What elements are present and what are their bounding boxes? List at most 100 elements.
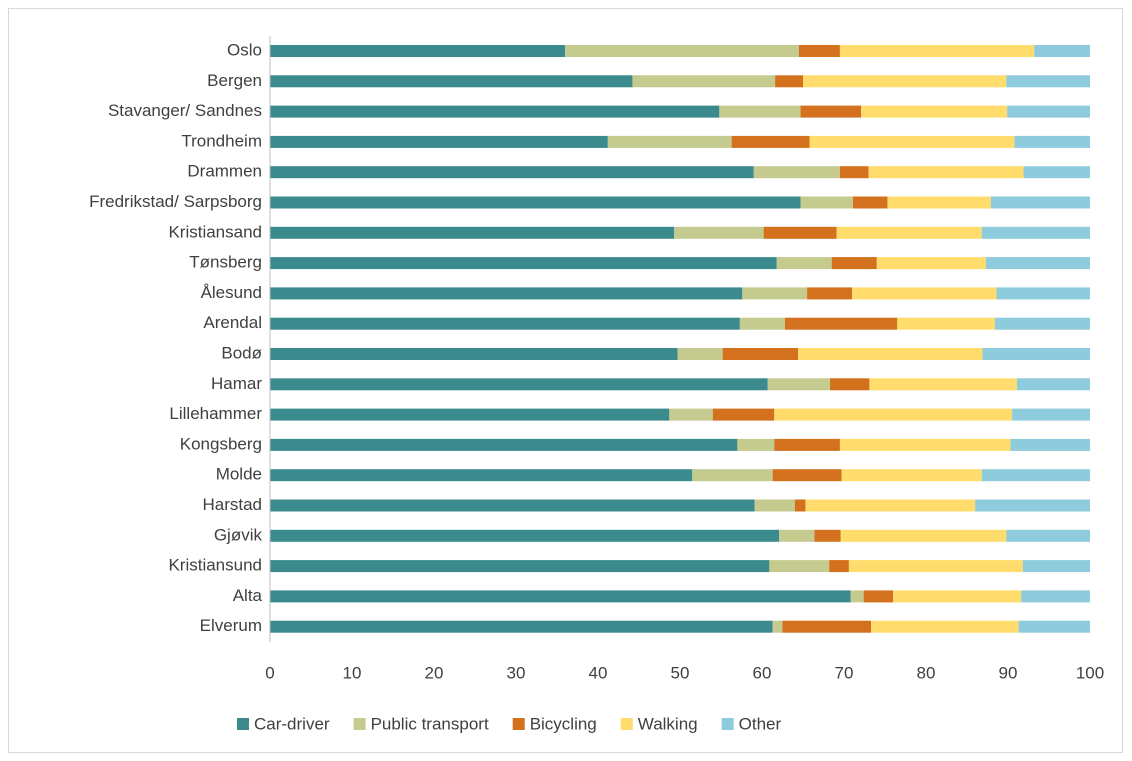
y-tick-label: Alta	[233, 586, 263, 605]
bar-segment	[692, 469, 773, 482]
bar-segment	[775, 75, 803, 88]
bar-segment	[839, 438, 1011, 451]
bar-segment	[1006, 75, 1090, 88]
bar-segment	[975, 499, 1090, 512]
bar-segment	[270, 408, 670, 421]
bar-segment	[1017, 378, 1090, 391]
bar-segment	[1012, 408, 1090, 421]
bar-segment	[731, 135, 810, 148]
bar-segment	[798, 45, 840, 57]
bar-segment	[871, 620, 1019, 633]
bar-segment	[677, 348, 723, 360]
bar-segment	[632, 75, 776, 88]
x-tick-label: 50	[671, 663, 690, 682]
bar-segment	[674, 226, 764, 239]
bar-segment	[876, 257, 986, 270]
bar-segment	[803, 75, 1007, 88]
bar-segment	[270, 75, 633, 88]
bar-segment	[897, 317, 995, 330]
y-tick-label: Kongsberg	[180, 434, 262, 453]
bar-segment	[722, 348, 799, 360]
bar-segment	[270, 135, 608, 148]
bar-segment	[270, 499, 755, 512]
bar-segment	[805, 499, 976, 512]
bar-segment	[270, 287, 743, 300]
bar-segment	[794, 499, 806, 512]
bar-segment	[893, 590, 1022, 603]
bar-segment	[981, 226, 1090, 239]
bar-segment	[807, 287, 853, 300]
bar-segment	[742, 287, 808, 300]
bar-segment	[800, 105, 862, 118]
bar-segment	[839, 166, 869, 179]
bar-segment	[830, 378, 870, 391]
legend-swatch	[353, 718, 366, 730]
bar-segment	[270, 45, 566, 57]
bar-segment	[861, 105, 1008, 118]
y-tick-label: Lillehammer	[169, 404, 262, 423]
bar-segment	[270, 348, 678, 360]
y-tick-label: Kristiansund	[168, 556, 262, 575]
bar-segment	[774, 438, 840, 451]
y-tick-label: Stavanger/ Sandnes	[108, 101, 262, 120]
y-tick-label: Fredrikstad/ Sarpsborg	[89, 192, 262, 211]
bar-segment	[1018, 620, 1090, 633]
legend-label: Public transport	[371, 714, 489, 733]
x-tick-label: 10	[343, 663, 362, 682]
bar-segment	[753, 166, 840, 179]
bar-segment	[270, 166, 754, 179]
bar-segment	[270, 620, 773, 633]
bar-segment	[772, 469, 842, 482]
y-tick-label: Harstad	[202, 495, 262, 514]
x-tick-label: 70	[835, 663, 854, 682]
bar-segment	[814, 529, 841, 542]
bar-segment	[848, 560, 1023, 573]
bar-segment	[850, 590, 864, 603]
y-tick-label: Molde	[216, 465, 262, 484]
y-tick-label: Bergen	[207, 71, 262, 90]
legend-label: Car-driver	[254, 714, 330, 733]
bar-segment	[800, 196, 854, 209]
bar-segment	[769, 560, 830, 573]
bar-segment	[774, 408, 1013, 421]
bar-segment	[270, 560, 770, 573]
bar-segment	[767, 378, 831, 391]
legend-label: Other	[739, 714, 782, 733]
x-tick-label: 60	[753, 663, 772, 682]
bar-segment	[779, 529, 815, 542]
bar-segment	[836, 226, 982, 239]
bar-segment	[798, 348, 983, 360]
bar-segment	[852, 287, 997, 300]
y-tick-label: Arendal	[203, 313, 262, 332]
bar-segment	[712, 408, 775, 421]
bar-segment	[869, 378, 1018, 391]
bar-segment	[996, 287, 1090, 300]
x-tick-label: 100	[1076, 663, 1104, 682]
bar-segment	[270, 196, 801, 209]
y-tick-label: Gjøvik	[214, 525, 263, 544]
bar-segment	[994, 317, 1090, 330]
bar-segment	[1021, 590, 1090, 603]
bar-segment	[831, 257, 877, 270]
x-tick-label: 80	[917, 663, 936, 682]
x-tick-label: 20	[425, 663, 444, 682]
bar-segment	[1006, 529, 1090, 542]
y-tick-label: Trondheim	[181, 131, 262, 150]
bar-segment	[809, 135, 1015, 148]
bar-segment	[270, 438, 738, 451]
bar-segment	[863, 590, 894, 603]
bar-segment	[270, 105, 720, 118]
bar-segment	[776, 257, 832, 270]
bar-segment	[853, 196, 888, 209]
x-tick-label: 0	[265, 663, 274, 682]
bar-segment	[1022, 560, 1090, 573]
bar-segment	[841, 469, 982, 482]
y-tick-label: Ålesund	[201, 283, 262, 302]
bar-segment	[990, 196, 1090, 209]
bar-segment	[270, 317, 740, 330]
bar-segment	[270, 529, 780, 542]
y-tick-label: Elverum	[200, 616, 262, 635]
bar-segment	[985, 257, 1090, 270]
bar-segment	[840, 529, 1007, 542]
bar-segment	[763, 226, 837, 239]
